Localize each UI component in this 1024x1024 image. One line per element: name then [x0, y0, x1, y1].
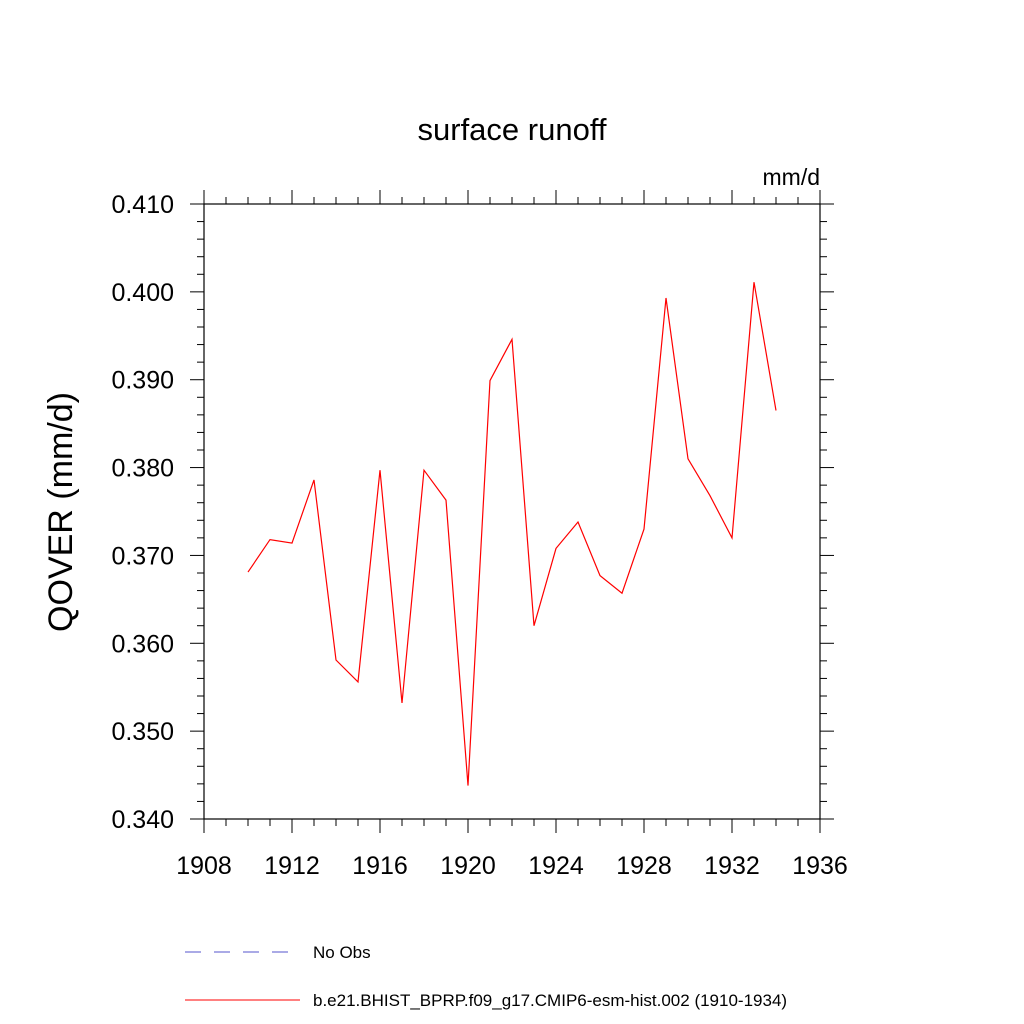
y-tick-label: 0.370	[111, 542, 174, 570]
units-label: mm/d	[763, 164, 821, 190]
x-tick-label: 1908	[176, 852, 232, 880]
series-layer	[247, 282, 777, 786]
x-tick-label: 1928	[616, 852, 672, 880]
legend-label: b.e21.BHIST_BPRP.f09_g17.CMIP6-esm-hist.…	[313, 991, 787, 1010]
x-tick-label: 1924	[528, 852, 584, 880]
x-tick-label: 1912	[264, 852, 320, 880]
series-line	[247, 282, 777, 786]
y-tick-label: 0.340	[111, 806, 174, 834]
legend: No Obs b.e21.BHIST_BPRP.f09_g17.CMIP6-esm…	[185, 943, 787, 1010]
y-tick-label: 0.400	[111, 279, 174, 307]
x-tick-label: 1932	[704, 852, 760, 880]
y-tick-label: 0.390	[111, 367, 174, 395]
plot-frame	[203, 203, 821, 820]
y-tick-label: 0.350	[111, 718, 174, 746]
x-tick-label: 1916	[352, 852, 408, 880]
y-tick-label: 0.410	[111, 191, 174, 219]
x-tick-label: 1936	[792, 852, 848, 880]
axis-ticks: 1908 1912 1916 1920 1924 1928 1932 1936 0.340 0.3…	[111, 190, 848, 880]
y-tick-label: 0.360	[111, 630, 174, 658]
legend-label: No Obs	[313, 943, 371, 962]
y-axis-label: QOVER (mm/d)	[42, 392, 80, 632]
chart-title: surface runoff	[418, 112, 607, 147]
y-tick-label: 0.380	[111, 455, 174, 483]
x-tick-label: 1920	[440, 852, 496, 880]
